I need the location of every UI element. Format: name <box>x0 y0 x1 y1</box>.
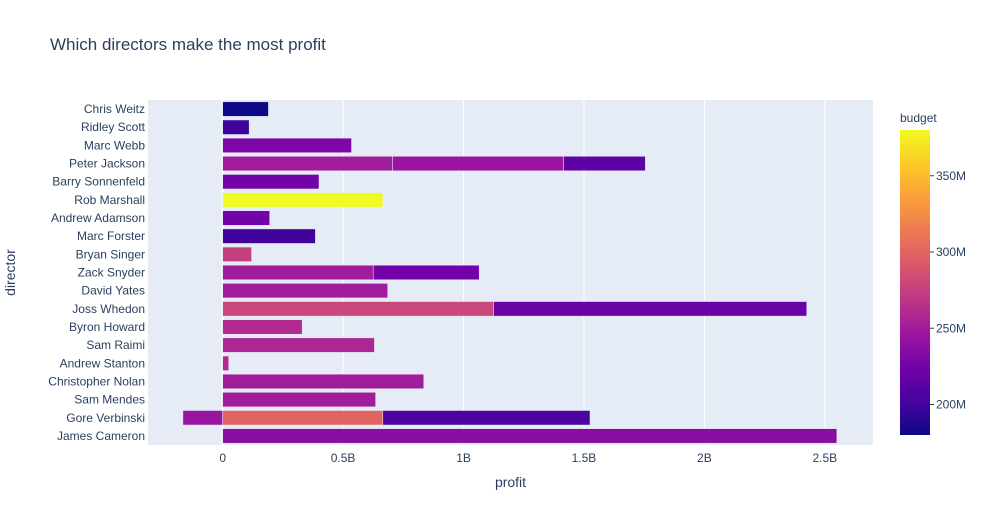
bar-segment <box>182 410 223 426</box>
y-tick-label: James Cameron <box>57 429 145 443</box>
bar-segment <box>222 246 252 262</box>
bar-segment <box>222 373 425 389</box>
x-tick-label: 2B <box>697 451 712 465</box>
x-tick-label: 1.5B <box>572 451 597 465</box>
y-axis-ticks: Chris Weitz Ridley Scott Marc Webb Peter Ja… <box>48 102 145 443</box>
y-tick-label: Andrew Stanton <box>60 356 145 370</box>
bar-segment <box>222 137 352 153</box>
bar-segment <box>222 264 374 281</box>
y-tick-label: Zack Snyder <box>78 266 145 280</box>
y-tick-label: Marc Webb <box>84 138 145 152</box>
y-tick-label: Andrew Adamson <box>51 211 145 225</box>
y-tick-label: Bryan Singer <box>76 247 145 261</box>
y-axis-title: director <box>2 249 18 296</box>
bar-segment <box>493 301 808 317</box>
x-tick-label: 0.5B <box>331 451 356 465</box>
y-tick-label: Byron Howard <box>69 320 145 334</box>
bar-segment <box>222 283 388 299</box>
bar-segment <box>382 410 591 426</box>
bars <box>182 101 838 444</box>
x-axis-ticks: 0 0.5B 1B 1.5B 2B 2.5B <box>219 451 837 465</box>
bar-segment <box>222 410 384 426</box>
y-tick-label: Joss Whedon <box>72 302 145 316</box>
x-axis-title: profit <box>495 474 526 490</box>
bar-segment <box>222 428 838 444</box>
colorbar-tick-label: 250M <box>936 321 966 335</box>
bar-segment <box>222 319 303 335</box>
x-tick-label: 0 <box>219 451 226 465</box>
y-tick-label: Gore Verbinski <box>66 411 145 425</box>
chart-title: Which directors make the most profit <box>50 35 326 54</box>
colorbar <box>900 130 930 435</box>
bar-segment <box>563 156 646 172</box>
bar-segment <box>222 355 229 371</box>
colorbar-title: budget <box>900 111 937 125</box>
bar-segment <box>392 156 564 172</box>
y-tick-label: Sam Raimi <box>86 338 145 352</box>
colorbar-tick-label: 300M <box>936 245 966 259</box>
bar-segment <box>222 174 320 190</box>
colorbar-ticks: 200M 250M 300M 350M <box>930 169 966 412</box>
bar-segment <box>222 301 494 317</box>
y-tick-label: Sam Mendes <box>74 393 145 407</box>
y-tick-label: Barry Sonnenfeld <box>52 175 145 189</box>
y-tick-label: Marc Forster <box>77 229 145 243</box>
bar-segment <box>222 337 375 353</box>
colorbar-tick-label: 350M <box>936 169 966 183</box>
bar-segment <box>222 210 270 226</box>
y-tick-label: David Yates <box>81 284 145 298</box>
bar-segment <box>222 228 316 244</box>
y-tick-label: Christopher Nolan <box>48 374 145 388</box>
y-tick-label: Chris Weitz <box>84 102 145 116</box>
bar-segment <box>222 119 250 135</box>
y-tick-label: Peter Jackson <box>69 157 145 171</box>
y-tick-label: Ridley Scott <box>81 120 146 134</box>
y-tick-label: Rob Marshall <box>74 193 145 207</box>
x-tick-label: 1B <box>456 451 471 465</box>
bar-segment <box>372 264 480 281</box>
bar-segment <box>222 392 376 408</box>
x-tick-label: 2.5B <box>812 451 837 465</box>
bar-segment <box>222 192 384 208</box>
colorbar-tick-label: 200M <box>936 398 966 412</box>
bar-segment <box>222 156 393 172</box>
bar-segment <box>222 101 269 117</box>
